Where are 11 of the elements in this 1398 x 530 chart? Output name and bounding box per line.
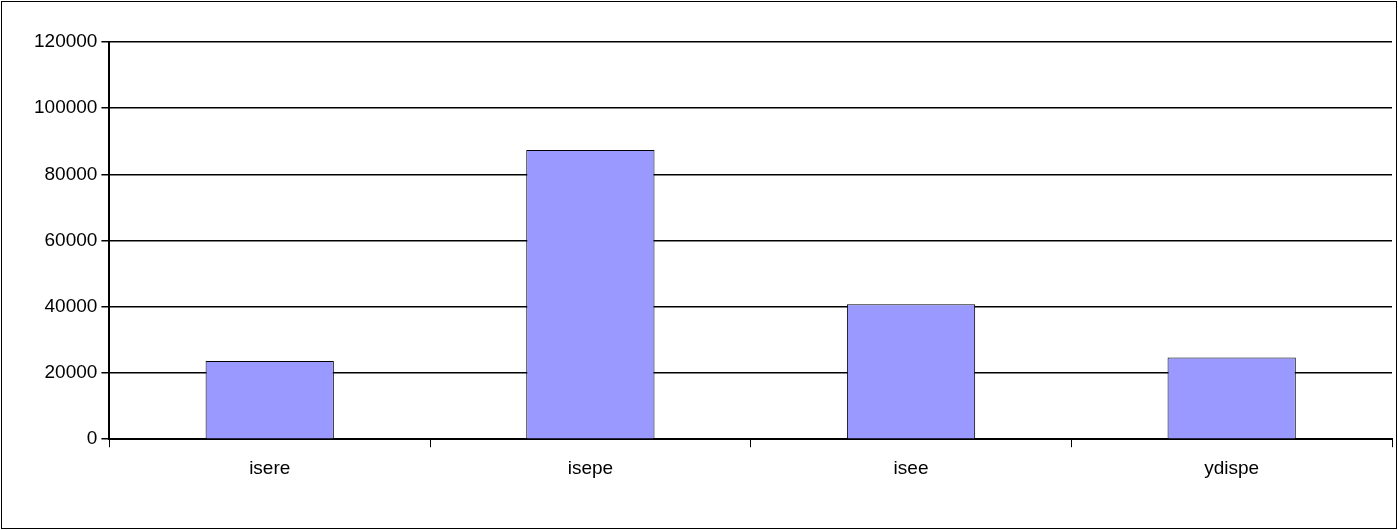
y-tick-label: 20000 xyxy=(44,361,98,383)
x-tick-label: isee xyxy=(893,456,929,478)
y-tick-label: 60000 xyxy=(44,228,98,250)
x-tick-label: isepe xyxy=(567,456,614,478)
y-tick-label: 80000 xyxy=(44,162,98,184)
x-tick-label: ydispe xyxy=(1204,456,1260,478)
y-tick-label: 100000 xyxy=(34,96,98,118)
y-tick-label: 120000 xyxy=(34,30,98,52)
y-tick-label: 0 xyxy=(86,427,98,449)
x-tick-label: isere xyxy=(249,456,291,478)
y-tick-label: 40000 xyxy=(44,295,98,317)
